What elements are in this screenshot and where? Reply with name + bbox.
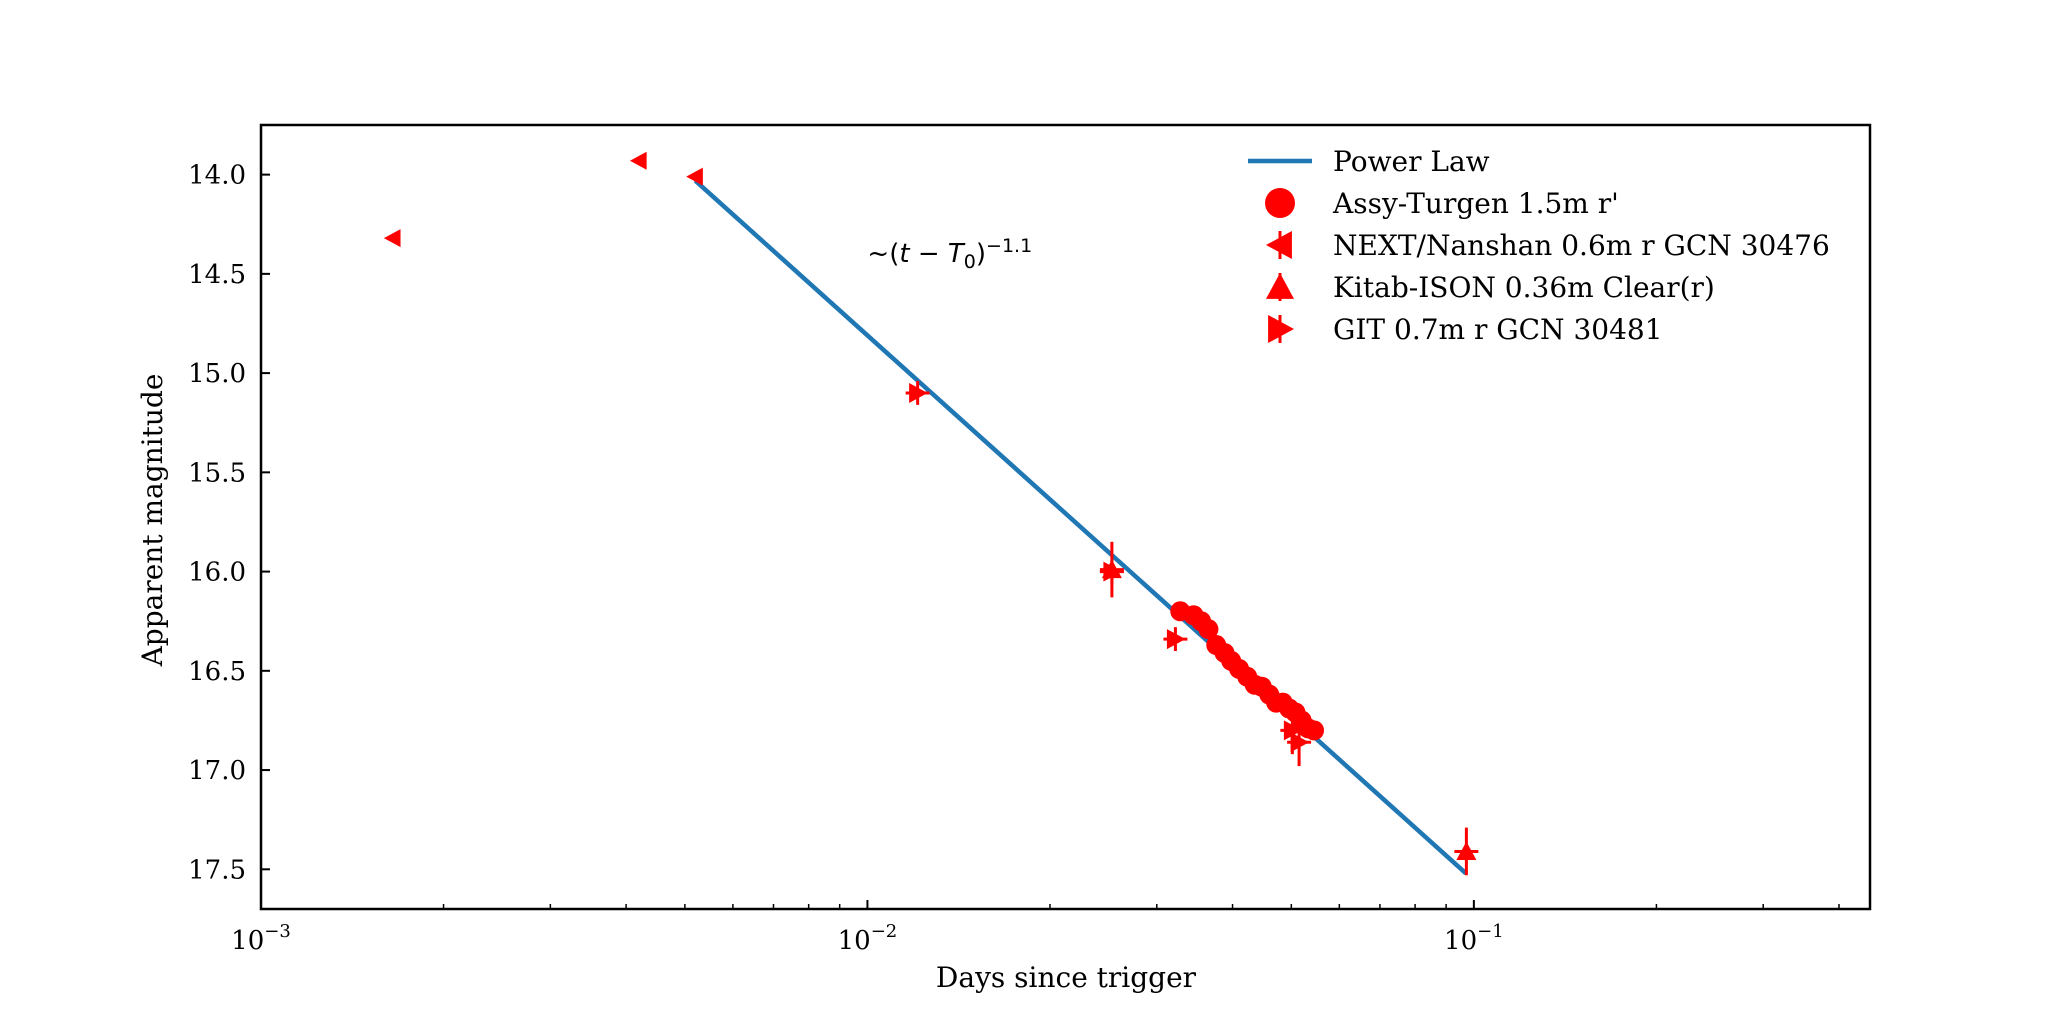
legend-item-4: GIT 0.7m r GCN 30481 — [1268, 313, 1663, 346]
legend-item-3: Kitab-ISON 0.36m Clear(r) — [1266, 271, 1715, 304]
data-point — [1166, 629, 1186, 650]
axes-frame — [259, 123, 1872, 911]
data-point — [1103, 561, 1122, 582]
x-tick-label: 10−1 — [1444, 921, 1504, 956]
series-2 — [383, 151, 703, 248]
axes: 10−3 10−2 10−1 14.0 14.5 15.0 15.5 16.0 16.5 17.0… — [188, 123, 1872, 956]
data-point — [383, 229, 401, 248]
y-tick-label: 14.5 — [188, 260, 246, 290]
data-point — [1198, 619, 1219, 640]
y-tick-label: 14.0 — [188, 161, 246, 191]
legend-label: Assy-Turgen 1.5m r' — [1332, 187, 1619, 220]
legend-item-2: NEXT/Nanshan 0.6m r GCN 30476 — [1266, 229, 1830, 262]
x-tick-label: 10−3 — [231, 921, 291, 956]
legend: Power Law Assy-Turgen 1.5m r' NEXT/Nanshan… — [1248, 145, 1830, 346]
data-point — [1290, 732, 1310, 753]
power-law-line — [693, 178, 1468, 875]
data-point — [686, 167, 703, 186]
data-point — [1304, 720, 1325, 741]
data-point — [1283, 720, 1303, 741]
y-tick-label: 17.0 — [188, 756, 246, 786]
y-tick-label: 16.5 — [188, 657, 246, 687]
data-point — [909, 382, 928, 403]
power-law-annotation: ~(t − T0)−1.1 — [867, 235, 1032, 273]
legend-label: Power Law — [1333, 145, 1490, 178]
x-axis-label: Days since trigger — [936, 961, 1197, 994]
plot-area: ~(t − T0)−1.1 — [383, 151, 1479, 876]
legend-marker — [1266, 231, 1292, 259]
y-tick-label: 15.5 — [188, 458, 246, 488]
legend-item-power-law: Power Law — [1248, 145, 1490, 178]
data-point — [629, 151, 647, 170]
series-1 — [1170, 601, 1325, 741]
legend-label: Kitab-ISON 0.36m Clear(r) — [1333, 271, 1715, 304]
y-tick-label: 17.5 — [188, 855, 246, 885]
legend-marker — [1266, 273, 1294, 299]
legend-label: GIT 0.7m r GCN 30481 — [1333, 313, 1663, 346]
legend-label: NEXT/Nanshan 0.6m r GCN 30476 — [1333, 229, 1830, 262]
legend-marker — [1265, 188, 1295, 218]
legend-marker — [1268, 315, 1294, 343]
legend-item-1: Assy-Turgen 1.5m r' — [1265, 187, 1619, 220]
series-4 — [905, 381, 1312, 767]
y-tick-label: 15.0 — [188, 359, 246, 389]
y-axis-label: Apparent magnitude — [136, 374, 169, 668]
y-tick-label: 16.0 — [188, 558, 246, 588]
x-tick-label: 10−2 — [838, 921, 898, 956]
data-point — [1456, 841, 1477, 860]
